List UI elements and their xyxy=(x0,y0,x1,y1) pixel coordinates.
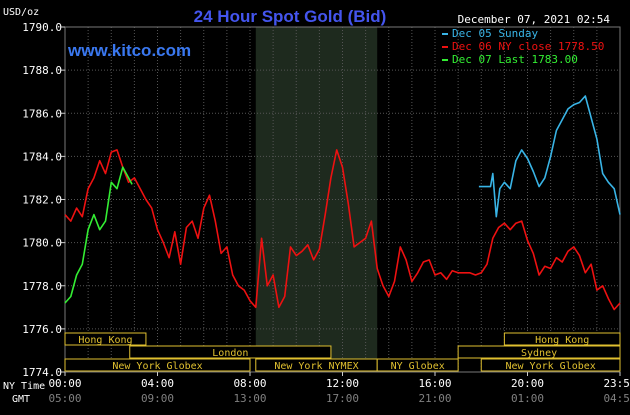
x-tick-label-gmt: 05:00 xyxy=(48,392,81,405)
nymex-session-shade xyxy=(255,27,378,372)
chart-title: 24 Hour Spot Gold (Bid) xyxy=(194,7,387,26)
session-label: New York Globex xyxy=(112,361,202,372)
session-bar xyxy=(64,358,251,372)
session-label: NY Globex xyxy=(391,361,445,372)
y-tick-label: 1778.0 xyxy=(22,280,62,293)
x-tick-label-ny: 20:00 xyxy=(511,377,544,390)
chart-timestamp: December 07, 2021 02:54 xyxy=(458,13,611,26)
y-tick-label: 1782.0 xyxy=(22,194,62,207)
y-tick-label: 1790.0 xyxy=(22,21,62,34)
y-tick-label: 1784.0 xyxy=(22,150,62,163)
x-tick-label-ny: 04:00 xyxy=(141,377,174,390)
legend-label-0: Dec 05 Sunday xyxy=(452,27,538,40)
session-bar xyxy=(457,345,621,359)
series-line-0 xyxy=(478,95,621,218)
x-row-label-ny: NY Time xyxy=(3,381,45,392)
y-tick-label: 1774.0 xyxy=(22,366,62,379)
site-url: www.kitco.com xyxy=(67,41,191,60)
x-tick-label-gmt: 17:00 xyxy=(326,392,359,405)
x-tick-label-ny: 12:00 xyxy=(326,377,359,390)
session-label: New York Globex xyxy=(505,361,595,372)
x-tick-label-gmt: 13:00 xyxy=(233,392,266,405)
x-row-label-gmt: GMT xyxy=(12,394,30,405)
x-tick-label-gmt: 09:00 xyxy=(141,392,174,405)
series-line-1 xyxy=(64,149,621,311)
session-label: London xyxy=(212,348,248,359)
session-bar xyxy=(376,358,459,372)
session-bar xyxy=(503,332,621,346)
legend-label-1: Dec 06 NY close 1778.50 xyxy=(452,40,604,53)
legend-label-2: Dec 07 Last 1783.00 xyxy=(452,53,578,66)
session-bar xyxy=(129,345,332,359)
session-bar xyxy=(64,332,147,346)
y-tick-label: 1786.0 xyxy=(22,107,62,120)
x-tick-label-gmt: 01:00 xyxy=(511,392,544,405)
session-label: Sydney xyxy=(521,348,557,359)
y-tick-label: 1788.0 xyxy=(22,64,62,77)
x-tick-label-ny: 00:00 xyxy=(48,377,81,390)
session-bar xyxy=(480,358,621,372)
x-tick-label-gmt: 21:00 xyxy=(418,392,451,405)
y-axis-label: USD/oz xyxy=(3,7,39,18)
session-label: New York NYMEX xyxy=(274,361,358,372)
series-line-2 xyxy=(64,166,133,304)
x-tick-label-ny: 16:00 xyxy=(418,377,451,390)
x-tick-label-ny: 23:59 xyxy=(603,377,630,390)
y-tick-label: 1776.0 xyxy=(22,323,62,336)
x-tick-label-ny: 08:00 xyxy=(233,377,266,390)
x-tick-label-gmt: 04:59 xyxy=(603,392,630,405)
y-tick-label: 1780.0 xyxy=(22,237,62,250)
session-label: Hong Kong xyxy=(535,335,589,346)
session-label: Hong Kong xyxy=(78,335,132,346)
